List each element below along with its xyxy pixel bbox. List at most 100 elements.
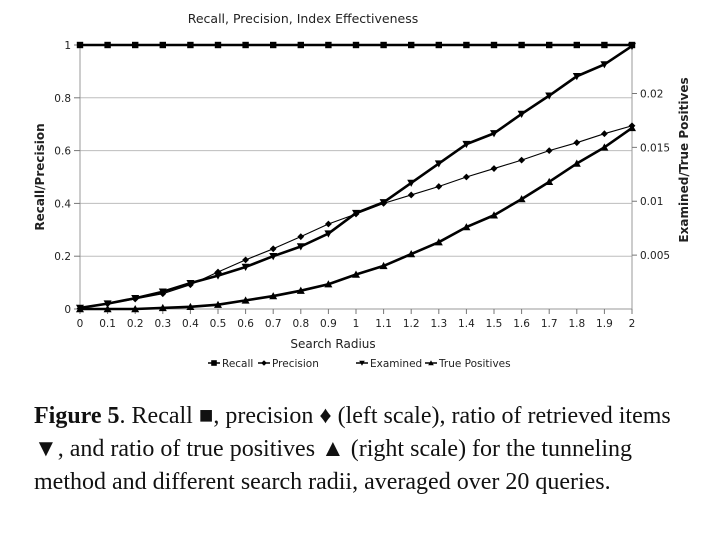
x-tick-label: 0.9 <box>320 318 337 330</box>
series-group <box>76 41 636 313</box>
data-point <box>297 233 305 241</box>
data-point <box>103 300 112 308</box>
data-point <box>104 41 111 49</box>
plot-frame <box>79 44 633 310</box>
data-point <box>518 156 525 164</box>
y-tick-label: 0.2 <box>54 251 71 263</box>
data-point <box>325 220 332 228</box>
data-point <box>490 165 498 172</box>
x-axis-ticks: 0 0.1 0.2 0.3 0.4 0.5 0.6 0.7 0.8 0.9 1 1.1 1.2 1.3 1.… <box>77 309 636 330</box>
series-true-positives <box>76 123 636 313</box>
data-point <box>131 305 140 313</box>
data-point <box>379 199 388 207</box>
right-axis-ticks: 0.005 0.01 0.015 0.02 <box>632 88 670 262</box>
data-point <box>214 41 222 49</box>
legend-label: Examined <box>370 358 422 370</box>
caption-label: Figure 5 <box>34 403 120 429</box>
x-tick-label: 1.4 <box>458 318 475 330</box>
data-point <box>352 41 360 49</box>
data-point <box>546 41 553 49</box>
x-tick-label: 1.2 <box>403 318 420 330</box>
data-point <box>296 243 305 251</box>
data-point <box>132 41 139 49</box>
data-point <box>296 286 305 294</box>
data-point <box>270 41 277 49</box>
data-point <box>297 41 304 49</box>
data-point <box>435 183 443 190</box>
caption-text: . Recall ■, precision ♦ (left scale), ra… <box>34 403 671 495</box>
data-point <box>407 250 416 258</box>
data-point <box>435 41 442 49</box>
x-tick-label: 1.7 <box>541 318 558 330</box>
data-point <box>628 123 636 132</box>
data-point <box>269 245 277 253</box>
data-point <box>242 256 249 264</box>
x-tick-label: 0.6 <box>237 318 254 330</box>
data-point <box>462 223 471 231</box>
data-point <box>380 41 387 49</box>
y2-tick-label: 0.02 <box>640 88 663 100</box>
data-point <box>628 42 636 51</box>
data-point <box>242 41 249 49</box>
data-point <box>600 61 609 69</box>
data-point <box>601 130 608 138</box>
data-point <box>324 280 333 288</box>
data-point <box>572 73 581 81</box>
data-point <box>517 195 526 203</box>
x-tick-label: 1.1 <box>375 318 392 330</box>
data-point <box>241 263 250 271</box>
chart: Recall, Precision, Index Effectiveness 0… <box>33 11 691 370</box>
data-point <box>434 238 443 246</box>
x-tick-label: 1.9 <box>596 318 613 330</box>
legend-marker <box>359 360 365 366</box>
data-point <box>601 41 608 49</box>
data-point <box>76 305 84 313</box>
data-point <box>76 41 84 49</box>
data-point <box>545 177 554 186</box>
y2-tick-label: 0.015 <box>640 142 670 154</box>
legend-label: Recall <box>222 358 253 370</box>
data-point <box>269 253 278 261</box>
y-tick-label: 1 <box>64 40 71 52</box>
y-tick-label: 0 <box>64 304 71 316</box>
data-point <box>463 41 470 49</box>
left-axis-ticks: 0 0.2 0.4 0.6 0.8 1 <box>54 40 80 316</box>
chart-title: Recall, Precision, Index Effectiveness <box>188 11 419 26</box>
legend: Recall Precision Examined True Positives <box>208 358 511 370</box>
data-point <box>408 41 415 49</box>
x-tick-label: 0.7 <box>265 318 282 330</box>
legend-label: Precision <box>272 358 319 370</box>
data-point <box>352 209 360 218</box>
y-tick-label: 0.6 <box>54 146 71 158</box>
data-point <box>324 230 333 238</box>
legend-marker <box>261 360 267 366</box>
y-tick-label: 0.4 <box>54 198 71 210</box>
data-point <box>545 92 554 100</box>
legend-marker <box>211 360 217 366</box>
x-tick-label: 1.3 <box>430 318 447 330</box>
x-tick-label: 2 <box>629 318 636 330</box>
data-point <box>325 41 332 49</box>
series-examined <box>76 42 636 312</box>
data-point <box>214 300 222 308</box>
x-tick-label: 0.8 <box>292 318 309 330</box>
data-point <box>462 140 471 149</box>
x-axis-label: Search Radius <box>290 337 375 351</box>
x-tick-label: 0.4 <box>182 318 199 330</box>
data-point <box>490 130 498 138</box>
data-point <box>103 305 112 313</box>
legend-label: True Positives <box>438 358 511 370</box>
x-tick-label: 0.2 <box>127 318 144 330</box>
data-point <box>241 296 250 304</box>
data-point <box>490 211 498 219</box>
data-point <box>518 41 525 49</box>
data-point <box>407 179 416 187</box>
series-recall <box>76 41 636 49</box>
figure-caption: Figure 5. Recall ■, precision ♦ (left sc… <box>34 400 694 499</box>
data-point <box>545 147 553 154</box>
y-axis-label: Recall/Precision <box>33 123 47 230</box>
x-tick-label: 1.6 <box>513 318 530 330</box>
series-line <box>80 126 633 311</box>
x-tick-label: 0.3 <box>154 318 171 330</box>
data-point <box>490 41 498 49</box>
